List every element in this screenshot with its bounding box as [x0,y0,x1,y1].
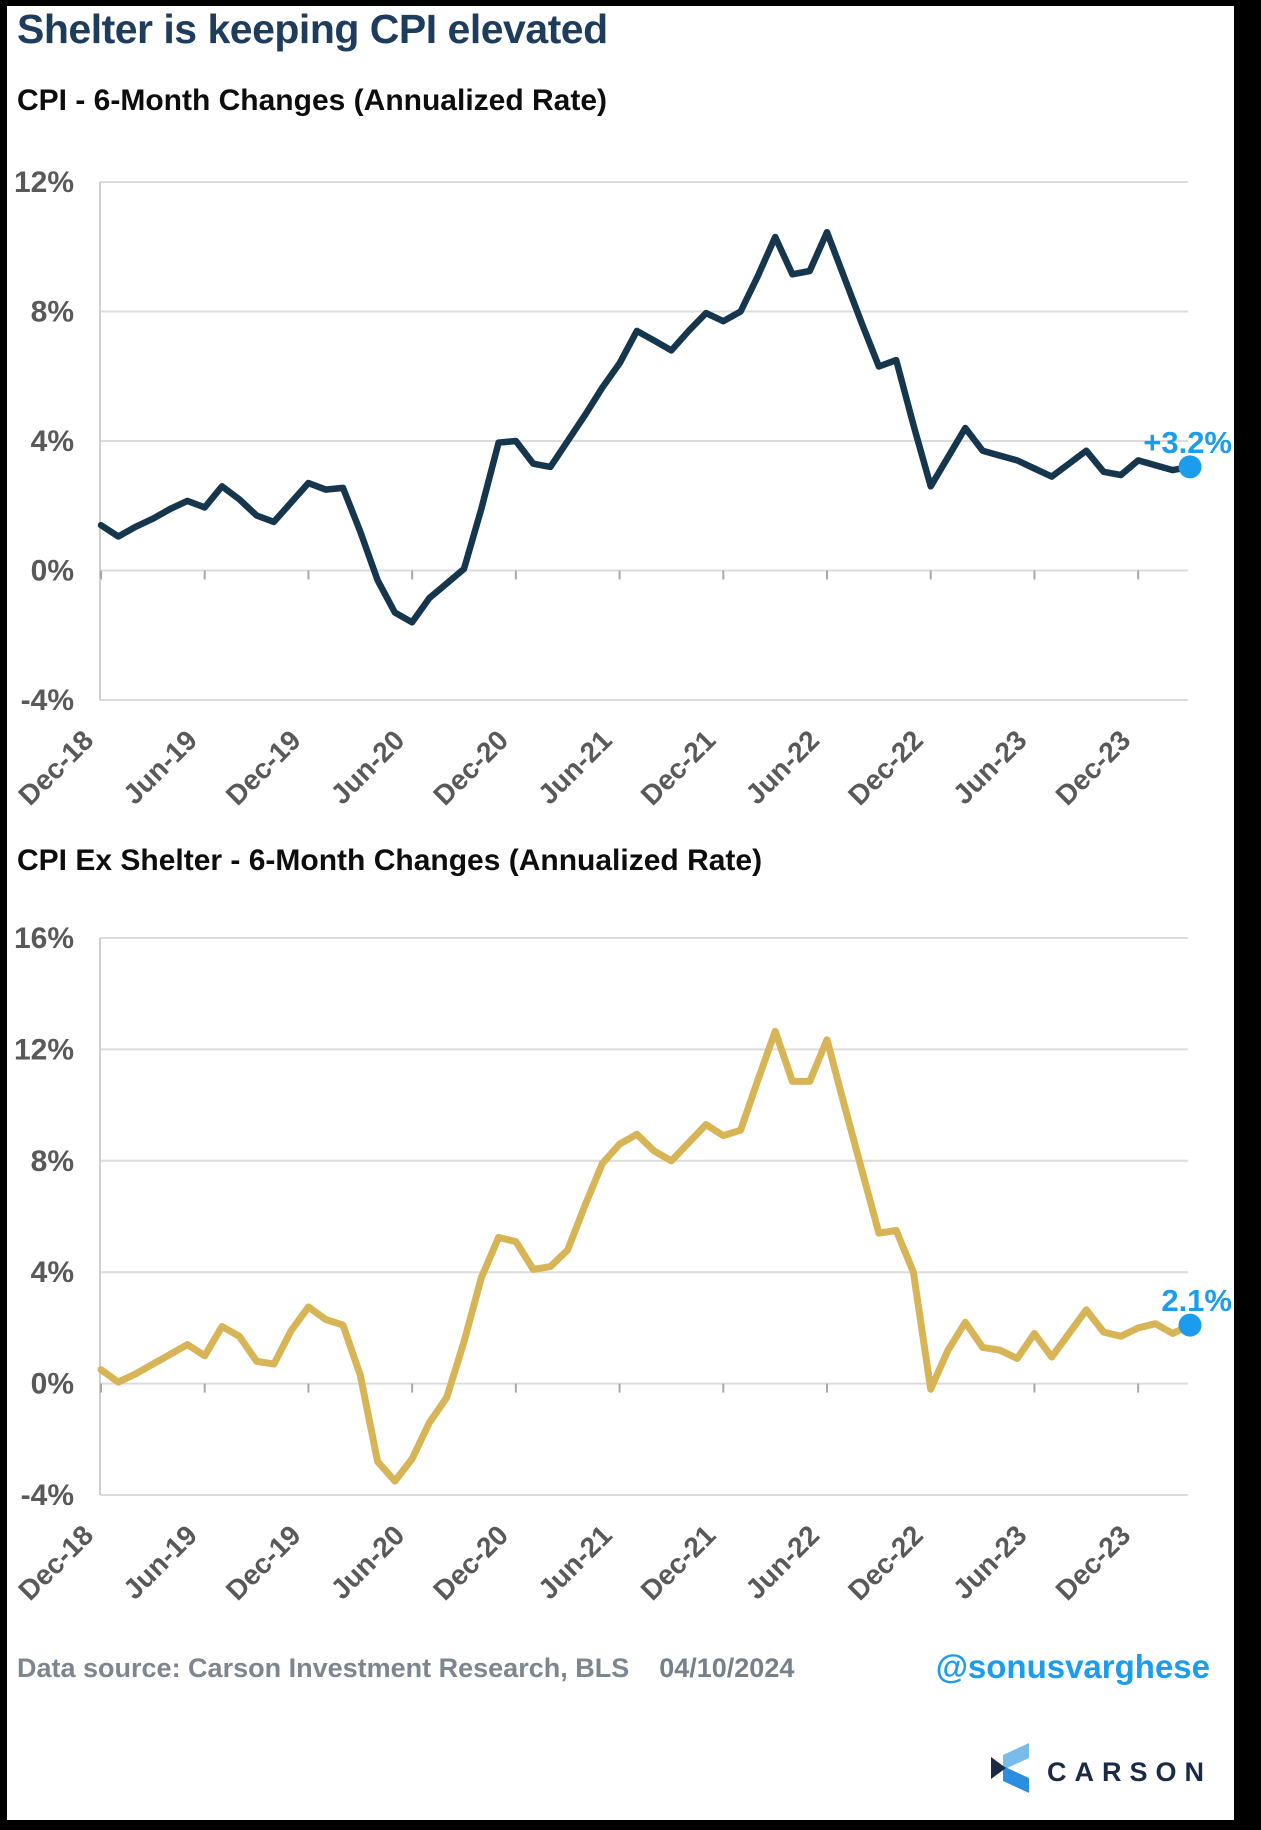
x-axis-label: Dec-19 [220,724,307,811]
y-axis-label: 8% [31,1145,74,1178]
data-source-label: Data source: Carson Investment Research,… [17,1653,630,1683]
latest-point-marker [1178,1313,1202,1337]
x-axis-label: Dec-23 [1050,724,1137,811]
y-axis-label: 4% [31,425,74,458]
x-axis-label: Jun-21 [532,1519,618,1605]
x-axis-label: Jun-19 [117,1519,203,1605]
y-axis-label: 12% [14,166,74,199]
cpi-ex-shelter-chart-title: CPI Ex Shelter - 6-Month Changes (Annual… [17,844,763,877]
y-axis-label: 8% [31,296,74,329]
cpi-line [97,228,1194,626]
y-axis-label: 16% [14,922,74,955]
x-axis-label: Dec-22 [842,1519,929,1606]
y-axis-label: 0% [31,555,74,588]
frame-border-right [1234,0,1261,1830]
x-axis-label: Dec-20 [427,1519,514,1606]
carson-wordmark: CARSON [1047,1756,1213,1787]
cpi-chart-title: CPI - 6-Month Changes (Annualized Rate) [17,84,608,117]
x-axis-label: Dec-19 [220,1519,307,1606]
x-axis-label: Jun-22 [740,1519,826,1605]
latest-value-label: +3.2% [1143,425,1232,460]
author-twitter-handle: @sonusvarghese [935,1648,1210,1685]
x-axis-label: Jun-20 [325,724,411,810]
x-axis-label: Jun-20 [325,1519,411,1605]
frame-border-left [0,0,7,1830]
y-axis-label: 0% [31,1368,74,1401]
x-axis-label: Dec-21 [635,1519,722,1606]
frame-border-top [0,0,1261,6]
y-axis-label: -4% [21,684,74,717]
frame-border-bottom [0,1820,1261,1830]
footer-date: 04/10/2024 [659,1653,795,1683]
y-axis-label: 4% [31,1256,74,1289]
x-axis-label: Dec-18 [12,724,99,811]
x-axis-label: Jun-22 [740,724,826,810]
latest-point-marker [1178,455,1202,479]
cpi-ex-shelter-line [97,1027,1194,1485]
x-axis-label: Jun-23 [947,724,1033,810]
x-axis-label: Dec-18 [12,1519,99,1606]
latest-value-label: 2.1% [1161,1283,1232,1318]
page-title: Shelter is keeping CPI elevated [17,6,608,52]
x-axis-label: Jun-21 [532,724,618,810]
x-axis-label: Dec-22 [842,724,929,811]
x-axis-label: Dec-23 [1050,1519,1137,1606]
cpi-line-chart: 12%8%4%0%-4%Dec-18 Jun-19 Dec-19 Jun-20 Dec-… [12,166,1232,811]
carson-logo: CARSON [991,1742,1212,1794]
y-axis-label: -4% [21,1479,74,1512]
x-axis-label: Jun-19 [117,724,203,810]
x-axis-label: Jun-23 [947,1519,1033,1605]
y-axis-label: 12% [14,1033,74,1066]
cpi-ex-shelter-line-chart: 16%12%8%4%0%-4%Dec-18 Jun-19 Dec-19 Jun-20 D… [12,922,1232,1606]
x-axis-label: Dec-21 [635,724,722,811]
x-axis-label: Dec-20 [427,724,514,811]
data-source-text: Data source: Carson Investment Research,… [17,1653,794,1684]
carson-logo-icon [991,1743,1029,1793]
